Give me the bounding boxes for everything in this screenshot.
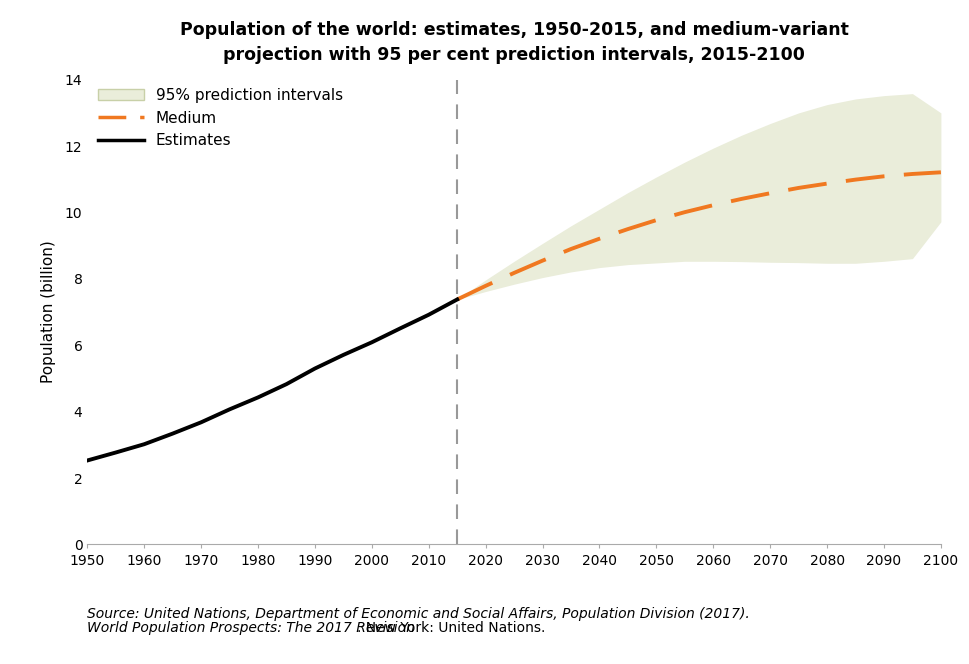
Text: Source: United Nations, Department of Economic and Social Affairs, Population Di: Source: United Nations, Department of Ec… (87, 607, 749, 622)
Legend: 95% prediction intervals, Medium, Estimates: 95% prediction intervals, Medium, Estima… (91, 82, 349, 155)
Text: World Population Prospects: The 2017 Revision: World Population Prospects: The 2017 Rev… (87, 622, 415, 635)
Y-axis label: Population (billion): Population (billion) (42, 241, 56, 383)
Title: Population of the world: estimates, 1950-2015, and medium-variant
projection wit: Population of the world: estimates, 1950… (179, 21, 848, 64)
Text: . New York: United Nations.: . New York: United Nations. (357, 622, 546, 635)
